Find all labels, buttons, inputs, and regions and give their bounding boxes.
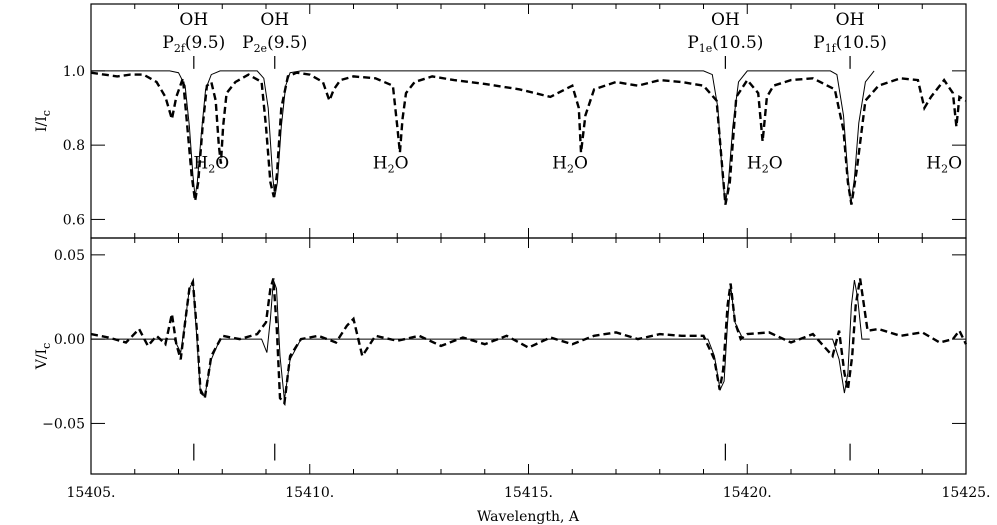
oh-label-species: OH [836,10,865,30]
h2o-label-main: H [193,154,208,174]
oh-label-transition-main: P [687,33,698,53]
oh-label-transition-main: P [162,33,173,53]
h2o-label: H2O [552,154,588,176]
bottom-ytick-label: −0.05 [42,416,85,432]
oh-label-transition-tail: (9.5) [185,33,225,53]
bottom-series-dashed-thick [90,277,968,407]
bottom-ylabel: V/Ic [34,343,53,371]
oh-label-transition-sub: 2f [174,42,186,55]
bottom-frame [90,237,967,475]
bottom-ytick-label: 0.05 [54,248,85,264]
h2o-label-main: H [926,154,941,174]
oh-label-transition: P2e(9.5) [242,33,307,55]
oh-label-species: OH [260,10,289,30]
top-ylabel-main: I/I [34,116,50,132]
h2o-label: H2O [373,154,409,176]
h2o-label-sub: 2 [762,163,769,176]
oh-label-transition-sub: 1e [699,42,713,55]
x-axis-label: Wavelength, A [477,509,580,525]
oh-label-transition-sub: 1f [825,42,837,55]
h2o-label: H2O [747,154,783,176]
h2o-label-sub: 2 [208,163,215,176]
bottom-panel: −0.05 0.00 0.05 V/Ic [34,237,968,475]
h2o-label-tail: O [395,154,409,174]
h2o-label-sub: 2 [941,163,948,176]
h2o-label: H2O [193,154,229,176]
x-tick-label: 15405. [67,485,116,501]
x-axis-tick-labels: 15405. 15410. 15415. 15420. 15425. [67,485,991,501]
bottom-ylabel-main: V/I [34,349,50,370]
h2o-label: H2O [926,154,962,176]
oh-label-transition-main: P [242,33,253,53]
top-ylabel: I/Ic [34,110,53,132]
top-series-solid-thin [91,70,875,205]
h2o-label-tail: O [948,154,962,174]
top-ytick-label: 1.0 [63,64,85,80]
h2o-label-main: H [552,154,567,174]
h2o-label-main: H [373,154,388,174]
h2o-label-sub: 2 [567,163,574,176]
bottom-series-solid-thin [91,279,870,400]
oh-label-transition: P2f(9.5) [162,33,225,55]
h2o-label-main: H [747,154,762,174]
oh-label-transition: P1e(10.5) [687,33,763,55]
h2o-label-tail: O [215,154,229,174]
oh-label-transition-main: P [813,33,824,53]
bottom-ytick-label: 0.00 [54,332,85,348]
x-tick-label: 15425. [942,485,991,501]
oh-label-species: OH [711,10,740,30]
top-ytick-label: 0.6 [63,212,85,228]
h2o-label-tail: O [574,154,588,174]
oh-label-transition-tail: (10.5) [836,33,887,53]
x-tick-label: 15415. [504,485,553,501]
bottom-ylabel-sub: c [40,343,53,349]
top-series-dashed-thick [90,71,967,205]
oh-label-transition-tail: (9.5) [267,33,307,53]
oh-label-transition: P1f(10.5) [813,33,887,55]
top-ytick-label: 0.8 [63,138,85,154]
oh-label-species: OH [179,10,208,30]
oh-label-transition-sub: 2e [254,42,268,55]
x-tick-label: 15420. [723,485,772,501]
h2o-label-sub: 2 [388,163,395,176]
top-panel: 0.60.81.0I/IcOHP2f(9.5)OHP2e(9.5)OHP1e(1… [34,3,967,239]
h2o-label-tail: O [769,154,783,174]
top-ylabel-sub: c [40,110,53,116]
x-tick-label: 15410. [285,485,334,501]
oh-label-transition-tail: (10.5) [712,33,763,53]
